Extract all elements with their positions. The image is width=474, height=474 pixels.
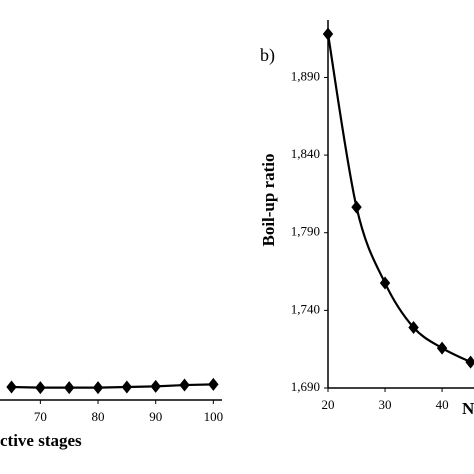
y-tick-label: 1,840 <box>291 146 320 161</box>
data-point <box>63 381 75 395</box>
data-point <box>92 381 104 395</box>
data-point <box>465 355 474 369</box>
x-tick-label: 20 <box>322 397 335 412</box>
y-axis-label: Boil-up ratio <box>259 153 278 246</box>
data-point <box>121 380 133 394</box>
data-point <box>322 27 334 41</box>
y-tick-label: 1,890 <box>291 68 320 83</box>
panel-label: b) <box>260 45 275 66</box>
data-point <box>150 379 161 393</box>
x-tick-label: 40 <box>436 397 449 412</box>
data-point <box>35 381 46 395</box>
series-line <box>326 33 472 364</box>
x-tick-label: 80 <box>92 409 105 424</box>
x-tick-label: 90 <box>149 409 162 424</box>
y-tick-label: 1,740 <box>291 301 320 316</box>
x-tick-label: 100 <box>204 409 224 424</box>
x-tick-label: 30 <box>379 397 392 412</box>
data-point <box>179 378 190 392</box>
data-point <box>408 320 419 334</box>
x-axis-label: ctive stages <box>0 431 82 450</box>
data-point <box>436 341 448 355</box>
x-tick-label: 70 <box>34 409 47 424</box>
data-point <box>351 200 362 214</box>
y-tick-label: 1,690 <box>291 379 320 394</box>
data-point <box>379 276 391 290</box>
data-point <box>208 377 219 391</box>
y-tick-label: 1,790 <box>291 224 320 239</box>
data-point <box>6 380 17 394</box>
x-axis-label: N <box>462 399 474 418</box>
